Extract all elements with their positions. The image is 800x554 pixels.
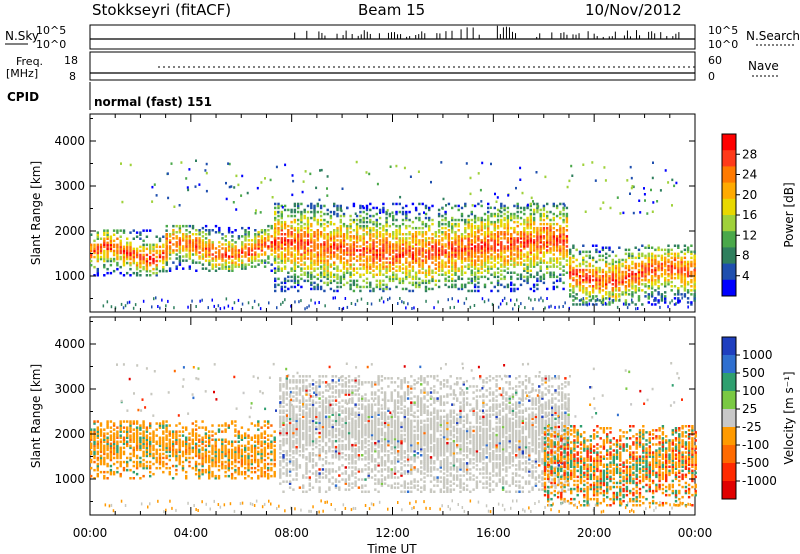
velocity-ylabel: Slant Range [km] (29, 364, 43, 468)
power-ytick-label: 3000 (54, 179, 85, 193)
velocity-colorbar-tick: 1000 (742, 348, 773, 362)
noise-trace (90, 25, 695, 40)
station-title: Stokkseyri (fitACF) (92, 1, 231, 19)
noise-left-tick-top: 10^5 (36, 24, 66, 37)
nave-label: Nave (748, 59, 779, 73)
power-region-3 (569, 244, 696, 306)
power-colorbar-swatch (722, 263, 736, 281)
power-colorbar-label: Power [dB] (782, 182, 796, 247)
freq-tick-top: 18 (64, 54, 78, 67)
power-ytick-label: 1000 (54, 269, 85, 283)
nave-tick-bottom: 0 (708, 70, 715, 83)
freq-label-line2: [MHz] (6, 67, 38, 80)
freq-label-line1: Freq. (16, 55, 43, 68)
xtick-label: 00:00 (678, 526, 713, 540)
power-ground-scatter (102, 159, 689, 311)
power-ytick-label: 2000 (54, 224, 85, 238)
velocity-ytick-label: 4000 (54, 337, 85, 351)
velocity-region-0 (90, 420, 276, 480)
velocity-colorbar-swatch (722, 445, 736, 464)
velocity-region-1 (279, 375, 570, 493)
power-colorbar-swatch (722, 198, 736, 216)
velocity-colorbar-tick: 100 (742, 384, 765, 398)
velocity-colorbar-tick: -500 (742, 456, 769, 470)
nave-tick-top: 60 (708, 54, 722, 67)
beam-title: Beam 15 (358, 1, 425, 19)
power-colorbar-swatch (722, 166, 736, 184)
velocity-ground-scatter (104, 362, 691, 514)
xtick-label: 12:00 (375, 526, 410, 540)
velocity-colorbar-tick: 25 (742, 402, 757, 416)
velocity-ytick-label: 2000 (54, 427, 85, 441)
power-colorbar-swatch (722, 231, 736, 248)
velocity-colorbar-tick: -25 (742, 420, 762, 434)
power-colorbar-tick: 8 (742, 249, 750, 263)
velocity-colorbar-swatch (722, 391, 736, 410)
power-colorbar-tick: 16 (742, 208, 757, 222)
power-colorbar-swatch (722, 150, 736, 167)
xtick-label: 04:00 (174, 526, 209, 540)
power-colorbar-swatch (722, 247, 736, 265)
velocity-panel: 1000 2000 3000 4000 Slant Range [km] 1000 500 1… (29, 316, 796, 516)
x-axis-title: Time UT (366, 542, 417, 554)
velocity-region-2 (543, 425, 697, 507)
noise-right-tick-bottom: 10^0 (708, 38, 738, 51)
power-colorbar-swatch (722, 134, 736, 151)
velocity-colorbar-tick: -1000 (742, 474, 777, 488)
xtick-label: 16:00 (476, 526, 511, 540)
velocity-colorbar-swatch (722, 463, 736, 482)
time-axis-labels: 00:00 04:00 08:00 12:00 16:00 20:00 00:00 (73, 526, 713, 540)
velocity-colorbar-swatch (722, 337, 736, 356)
velocity-ytick-label: 3000 (54, 382, 85, 396)
velocity-echo-cells (90, 375, 697, 507)
cpid-label: CPID (7, 90, 39, 104)
nsky-label: N.Sky (5, 29, 39, 43)
power-region-2 (274, 202, 569, 293)
power-ytick-label: 4000 (54, 134, 85, 148)
xtick-label: 08:00 (274, 526, 309, 540)
power-colorbar-tick: 12 (742, 228, 757, 242)
power-region-1 (165, 224, 277, 272)
power-panel: 1000 2000 3000 4000 Slant Range [km] 28 24 20 16… (29, 113, 796, 313)
power-colorbar-tick: 20 (742, 188, 757, 202)
xtick-label: 20:00 (577, 526, 612, 540)
noise-panel-frame (89, 24, 696, 50)
power-colorbar-tick: 4 (742, 269, 750, 283)
velocity-colorbar-label: Velocity [m s⁻¹] (782, 371, 796, 464)
noise-left-tick-bottom: 10^0 (36, 38, 66, 51)
freq-tick-bottom: 8 (69, 70, 76, 83)
velocity-colorbar-swatch (722, 481, 736, 500)
power-colorbar-swatch (722, 279, 736, 297)
nsearch-label: N.Search (746, 29, 800, 43)
power-echo-cells (90, 202, 696, 306)
power-colorbar-swatch (722, 182, 736, 200)
date-title: 10/Nov/2012 (585, 1, 682, 19)
velocity-ytick-label: 1000 (54, 472, 85, 486)
power-ylabel: Slant Range [km] (29, 161, 43, 265)
velocity-colorbar-swatch (722, 355, 736, 374)
velocity-colorbar-swatch (722, 409, 736, 428)
power-colorbar-tick: 28 (742, 147, 757, 161)
power-region-0 (90, 229, 168, 277)
velocity-colorbar-tick: -100 (742, 438, 769, 452)
velocity-colorbar-tick: 500 (742, 366, 765, 380)
noise-right-tick-top: 10^5 (708, 24, 738, 37)
velocity-colorbar-swatch (722, 427, 736, 446)
velocity-colorbar-swatch (722, 373, 736, 392)
power-colorbar-swatch (722, 215, 736, 232)
freq-panel-frame (89, 51, 696, 81)
power-colorbar-tick: 24 (742, 168, 757, 182)
cpid-value: normal (fast) 151 (94, 95, 212, 109)
xtick-label: 00:00 (73, 526, 108, 540)
